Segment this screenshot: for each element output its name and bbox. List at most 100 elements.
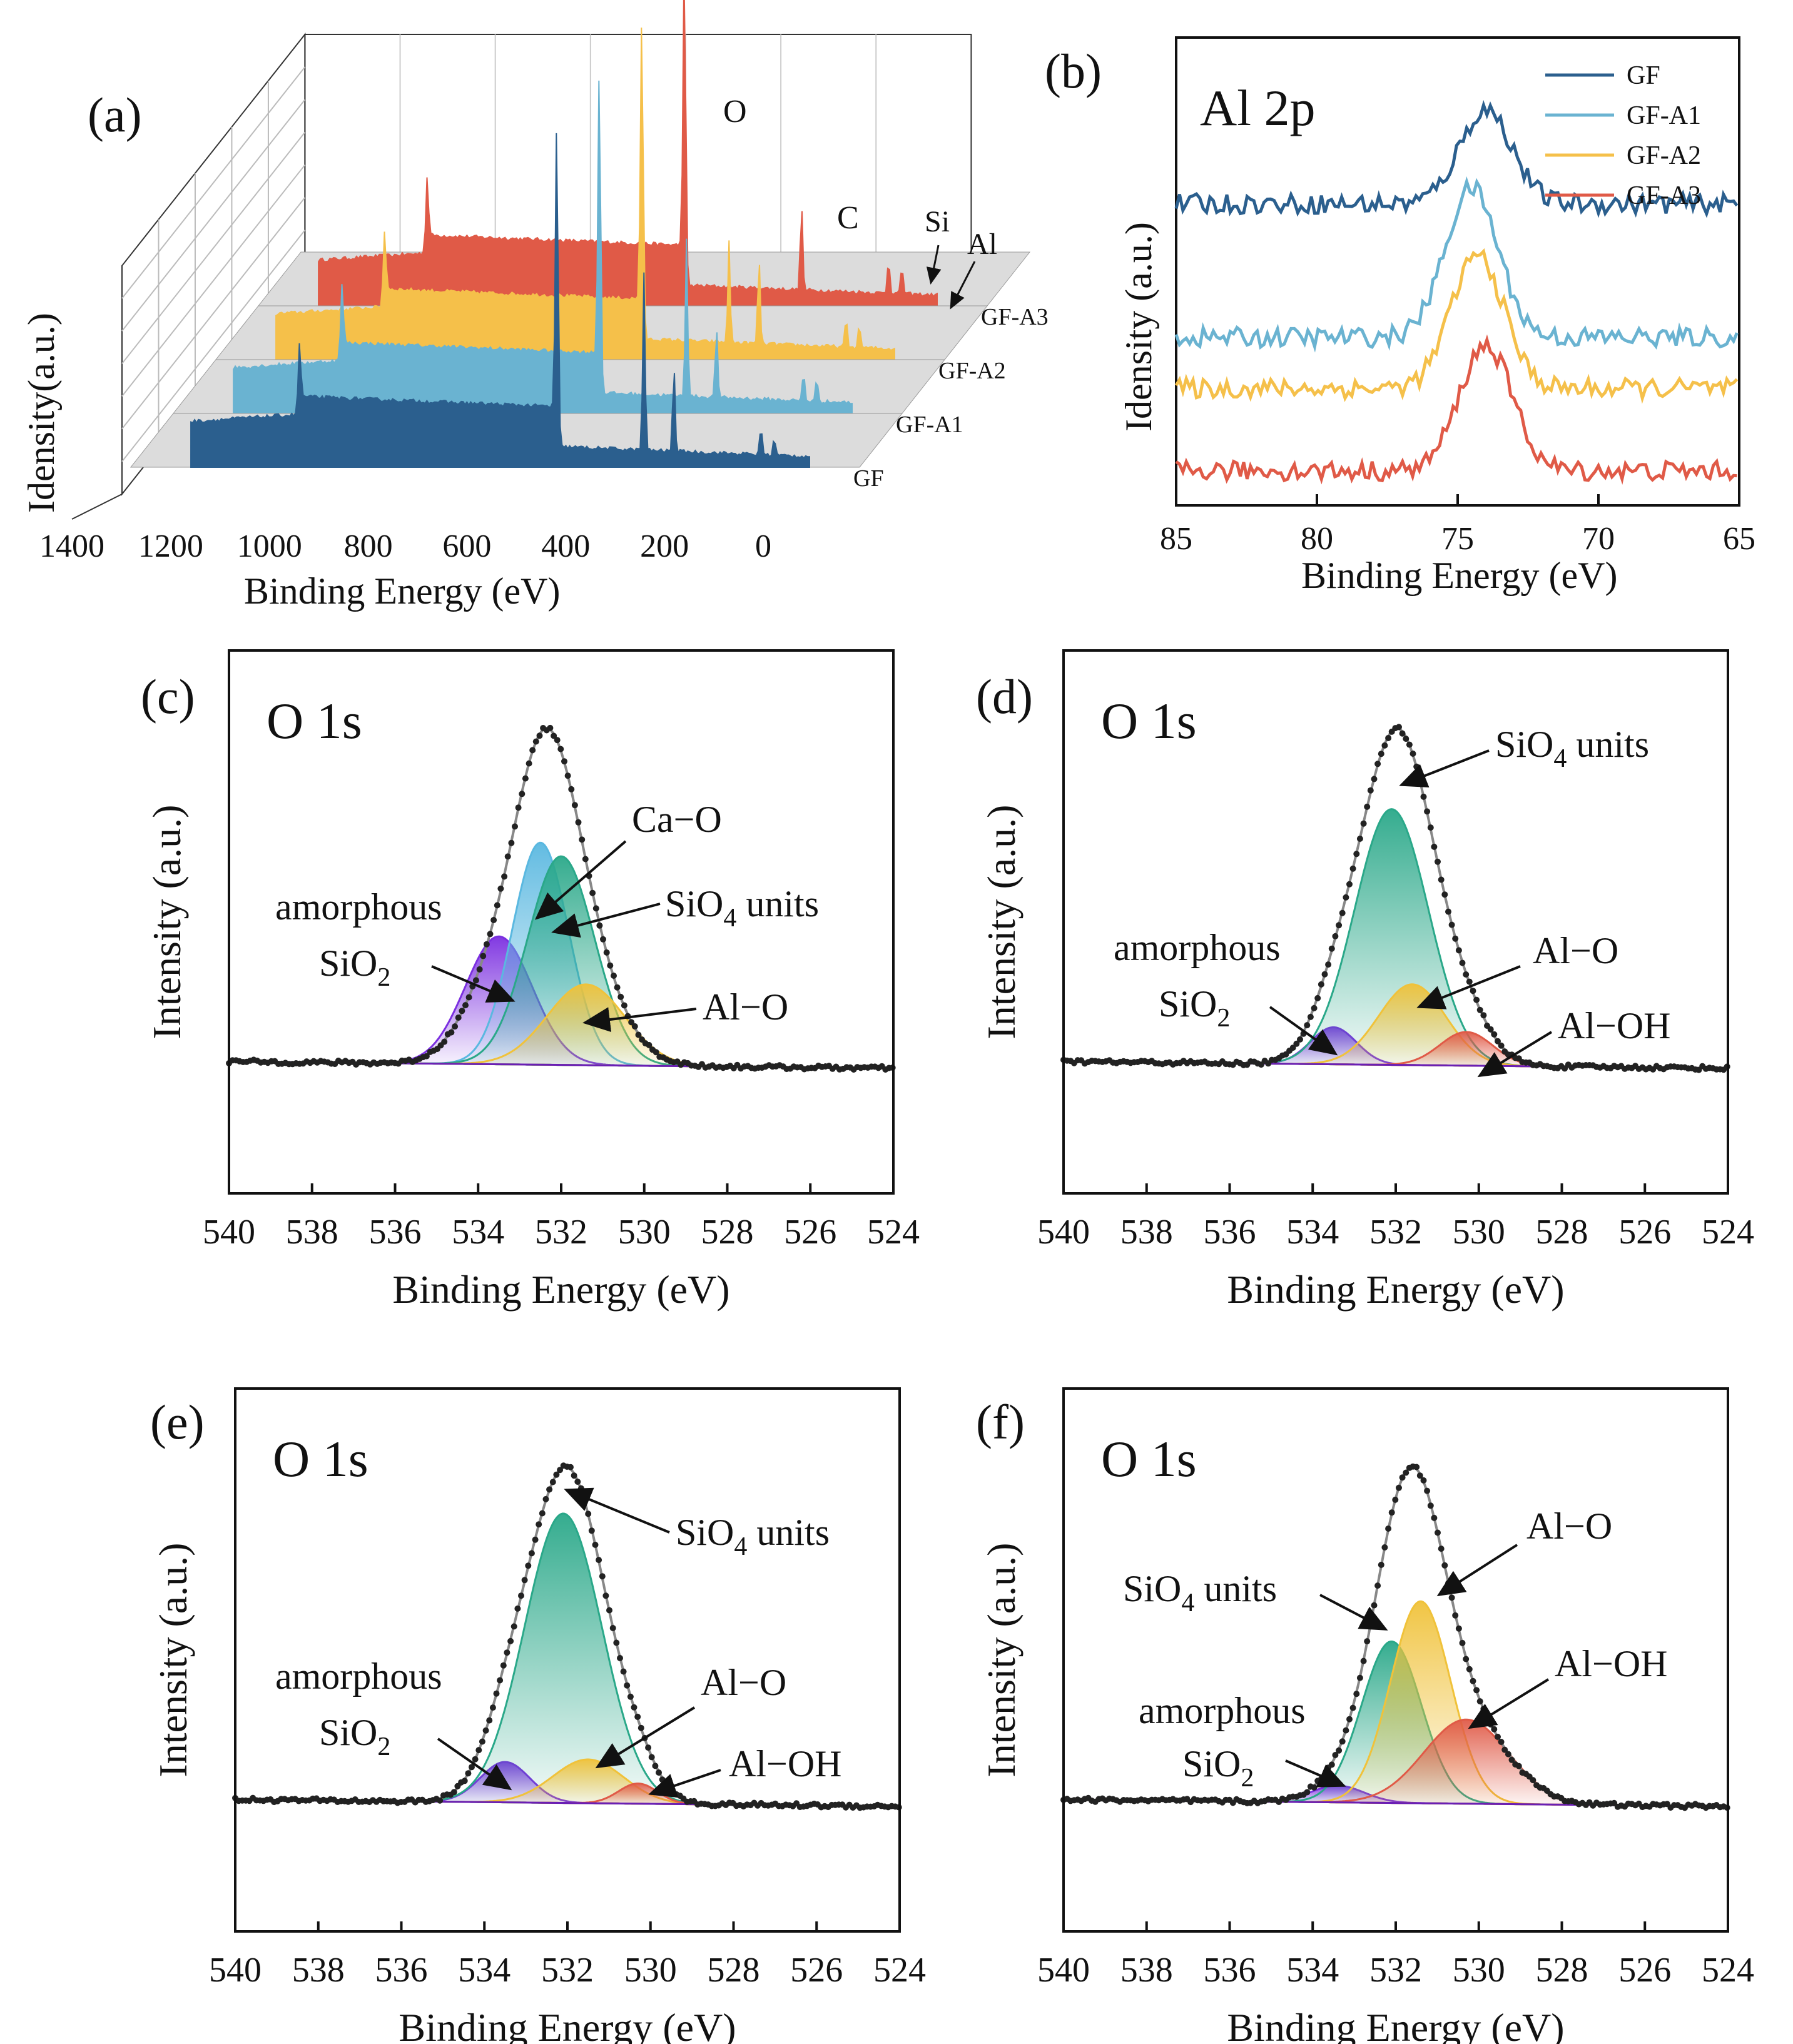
x-tick-label: 532 (541, 1951, 594, 1990)
label-sio4-rest: units (747, 1512, 830, 1553)
x-tick-label: 540 (1037, 1951, 1090, 1990)
raw-data-point (631, 1704, 637, 1711)
raw-data-point (510, 1623, 517, 1630)
raw-data-point (504, 853, 511, 860)
raw-data-point (1346, 881, 1353, 888)
x-tick-label: 65 (1723, 521, 1755, 557)
raw-data-point (536, 732, 543, 739)
series-GF-line (1174, 99, 1739, 218)
raw-data-point (532, 1536, 539, 1543)
arrow-al-o (582, 1007, 697, 1032)
raw-data-point (459, 1008, 465, 1014)
x-tick-label: 524 (867, 1213, 920, 1252)
x-tick-label: 530 (1453, 1951, 1505, 1990)
label-sio4-rest: units (1567, 724, 1649, 765)
raw-data-point (1321, 971, 1328, 978)
x-tick-label: 540 (209, 1951, 262, 1990)
x-tick-label: 534 (1286, 1951, 1339, 1990)
raw-data-point (1392, 1496, 1399, 1503)
x-tick-label: 524 (1702, 1213, 1754, 1252)
gridline-left (121, 197, 306, 430)
raw-data-point (1438, 1546, 1445, 1552)
raw-data-point (589, 889, 596, 896)
raw-data-point (1498, 1739, 1505, 1745)
arrow-al (950, 261, 976, 310)
raw-data-point (465, 994, 472, 1001)
panel-a-series (130, 0, 1031, 468)
label-sio2-subscript: 2 (1217, 1004, 1230, 1033)
raw-data-point (514, 1605, 521, 1612)
series-tag-GF-A1: GF-A1 (896, 412, 963, 438)
label-sio2-subscript: 2 (377, 1733, 390, 1761)
panel-a-y-axis-title: Idensity(a.u.) (21, 313, 62, 513)
raw-data-point (480, 953, 487, 959)
label-sio2-subscript: 2 (1241, 1764, 1254, 1793)
x-tick-label: 600 (442, 529, 491, 564)
arrow-amorphous-sio2 (1269, 1006, 1338, 1056)
panel-label-e: (e) (150, 1395, 205, 1449)
x-tick-label: 526 (784, 1213, 836, 1252)
x-tick-label: 528 (701, 1213, 754, 1252)
panel-b: (b) Al 2p GF GF-A1 GF-A2 GF-A3 85 80 75 70 65 B… (1045, 36, 1755, 596)
raw-data-point (1480, 1706, 1487, 1713)
raw-data-point (448, 1029, 455, 1036)
raw-data-point (1420, 1477, 1427, 1484)
label-sio4-main: SiO (1495, 724, 1553, 765)
raw-data-point (620, 1668, 627, 1675)
raw-data-point (547, 724, 554, 731)
raw-data-point (627, 1693, 634, 1700)
raw-data-point (1476, 1006, 1483, 1013)
x-tick-label: 530 (624, 1951, 677, 1990)
raw-data-point (1343, 894, 1349, 901)
series-GF-A2-area (275, 28, 895, 360)
raw-data-point (607, 962, 614, 969)
raw-data-point (1406, 741, 1413, 748)
arrow-sio4-units (551, 903, 661, 938)
series-tag-GF-A3: GF-A3 (981, 304, 1049, 330)
raw-data-point (624, 1682, 631, 1689)
raw-data-point (546, 1486, 553, 1493)
raw-data-point (1441, 891, 1448, 898)
raw-data-point (1455, 1625, 1462, 1632)
raw-data-point (486, 1717, 493, 1724)
raw-data-point (1403, 736, 1410, 742)
raw-data-point (1491, 1031, 1498, 1038)
raw-data-point (1385, 735, 1392, 741)
panel-label-c: (c) (141, 669, 195, 724)
label-sio4-rest: units (736, 883, 819, 924)
raw-data-point (1339, 1738, 1346, 1745)
raw-data-point (1473, 996, 1480, 1003)
panel-a-series-tags: GF-A3 GF-A2 GF-A1 GF (853, 304, 1049, 492)
raw-data-point (577, 1485, 584, 1492)
panel-c: (c) O 1s 540 538 536 534 532 530 528 526 524 Bindin… (141, 649, 920, 1312)
raw-data-point (515, 804, 522, 811)
raw-data-point (494, 902, 500, 909)
x-tick-label: 536 (369, 1213, 422, 1252)
panel-e: (e) O 1s 540 538 536 534 532 530 528 526 524 Bindin… (150, 1387, 926, 2044)
panel-label-b: (b) (1045, 44, 1102, 98)
x-tick-label: 532 (1369, 1213, 1422, 1252)
x-tick-label: 540 (1037, 1213, 1090, 1252)
raw-data-point (1445, 908, 1451, 915)
label-amorphous: amorphous (275, 1656, 442, 1697)
raw-data-point (606, 1607, 612, 1614)
series-GF-A3-line (1175, 334, 1737, 485)
x-tick-label: 80 (1301, 521, 1333, 557)
raw-data-point (1501, 1746, 1508, 1753)
raw-data-point (1438, 876, 1445, 883)
panel-e-x-axis-title: Binding Energy (eV) (399, 2005, 736, 2044)
raw-data-point (1328, 945, 1335, 952)
axis-line (71, 493, 123, 520)
arrow-sio4-units (1319, 1594, 1388, 1631)
raw-data-point (1314, 994, 1321, 1001)
panel-a-x-ticks: 1400 1200 1000 800 600 400 200 0 (39, 529, 771, 564)
raw-data-point (631, 1023, 638, 1030)
raw-data-point (1307, 1013, 1314, 1020)
raw-data-point (508, 839, 515, 846)
raw-data-point (602, 1592, 609, 1599)
raw-data-point (1515, 1763, 1522, 1769)
raw-data-point (500, 1662, 507, 1669)
raw-data-point (472, 1756, 479, 1763)
label-al-o: Al−O (703, 986, 788, 1028)
